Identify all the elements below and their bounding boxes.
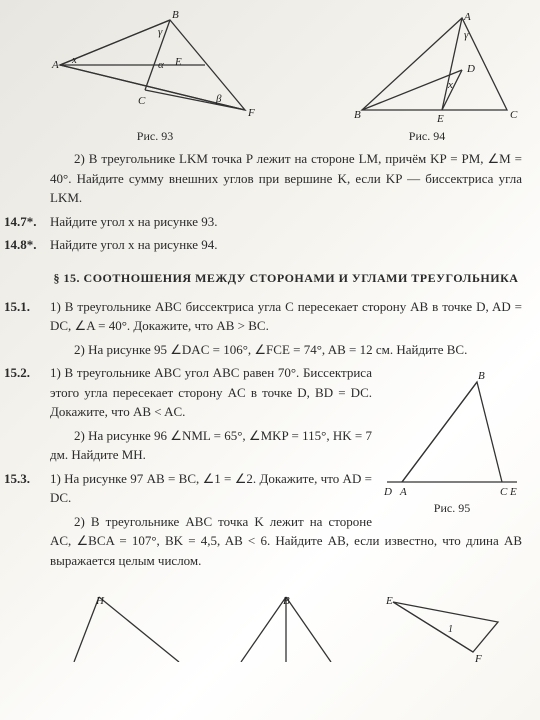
problem-text: 1) В треугольнике ABC угол ABC равен 70°…: [50, 365, 372, 419]
svg-text:E: E: [385, 595, 393, 607]
figure-95: B A C D E Рис. 95: [382, 367, 522, 517]
label-C: C: [138, 95, 146, 107]
figure-93-svg: A B C E F x γ α β: [50, 10, 260, 125]
svg-text:B: B: [283, 595, 290, 607]
problem-text: Найдите угол x на рисунке 93.: [50, 214, 217, 229]
problem-number: 15.1.: [4, 297, 50, 317]
label-C: C: [510, 109, 518, 121]
figure-row-top: A B C E F x γ α β Рис. 93: [50, 10, 522, 145]
label-C: C: [500, 486, 508, 497]
problem-14-8: 14.8*.Найдите угол x на рисунке 94.: [50, 235, 522, 255]
figure-97-partial: B: [221, 592, 351, 662]
figure-94: A B C D E x γ Рис. 94: [332, 10, 522, 145]
label-D: D: [383, 486, 392, 497]
label-D: D: [466, 63, 475, 75]
label-alpha: α: [158, 59, 164, 71]
label-E: E: [509, 486, 517, 497]
problem-number: 14.7*.: [4, 212, 50, 232]
label-A: A: [51, 59, 59, 71]
textbook-page: A B C E F x γ α β Рис. 93: [0, 0, 540, 662]
problem-text: 1) На рисунке 97 AB = BC, ∠1 = ∠2. Докаж…: [50, 471, 372, 506]
label-A: A: [463, 11, 471, 23]
label-F: F: [247, 107, 255, 119]
problem-number: 14.8*.: [4, 235, 50, 255]
svg-text:H: H: [95, 595, 105, 607]
figure-96-partial: H: [64, 592, 194, 662]
problem-number: 15.3.: [4, 469, 50, 489]
label-E: E: [174, 56, 182, 68]
label-x: x: [447, 79, 453, 91]
figure-95-caption: Рис. 95: [382, 499, 522, 517]
problem-15-1a: 15.1.1) В треугольнике ABC биссектриса у…: [50, 297, 522, 336]
problem-number: 15.2.: [4, 363, 50, 383]
section-15-title: § 15. СООТНОШЕНИЯ МЕЖДУ СТОРОНАМИ И УГЛА…: [50, 269, 522, 287]
problem-text: 1) В треугольнике ABC биссектриса угла C…: [50, 299, 522, 334]
label-beta: β: [215, 93, 222, 105]
figure-94-caption: Рис. 94: [332, 127, 522, 145]
figure-98-partial: E F 1: [378, 592, 508, 662]
label-B: B: [354, 109, 361, 121]
figure-93-caption: Рис. 93: [50, 127, 260, 145]
problem-15-1b: 2) На рисунке 95 ∠DAC = 106°, ∠FCE = 74°…: [50, 340, 522, 360]
problem-14-7: 14.7*.Найдите угол x на рисунке 93.: [50, 212, 522, 232]
problem-text: Найдите угол x на рисунке 94.: [50, 237, 217, 252]
figure-95-svg: B A C D E: [382, 367, 522, 497]
label-x: x: [71, 54, 77, 66]
figure-row-bottom: H B E F 1: [50, 592, 522, 662]
svg-text:F: F: [474, 653, 482, 662]
svg-text:1: 1: [448, 624, 453, 635]
label-E: E: [436, 113, 444, 125]
figure-93: A B C E F x γ α β Рис. 93: [50, 10, 260, 145]
label-B: B: [172, 10, 179, 21]
problem-2: 2) В треугольнике LKM точка P лежит на с…: [50, 149, 522, 208]
figure-94-svg: A B C D E x γ: [332, 10, 522, 125]
label-gamma: γ: [464, 29, 469, 41]
label-B: B: [478, 370, 485, 382]
label-gamma: γ: [158, 26, 163, 38]
problem-15-3b: 2) В треугольнике ABC точка K лежит на с…: [50, 512, 522, 571]
label-A: A: [399, 486, 407, 497]
